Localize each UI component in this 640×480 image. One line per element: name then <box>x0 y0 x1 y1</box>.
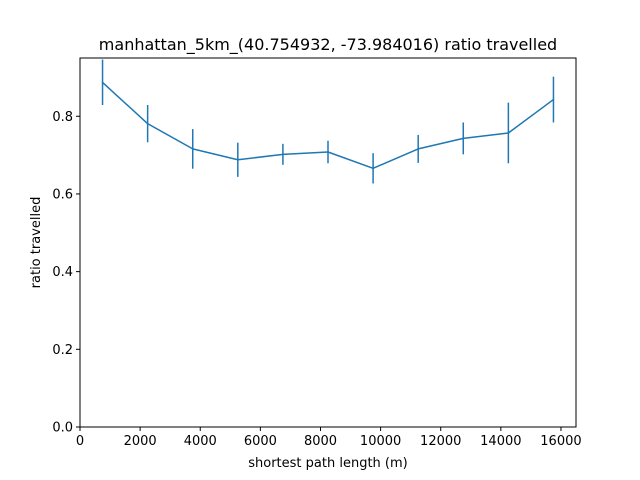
x-tick-label: 0 <box>76 434 84 449</box>
data-point <box>237 158 239 161</box>
y-tick-label: 0.6 <box>52 187 73 202</box>
data-point <box>101 81 104 84</box>
data-point <box>417 148 419 150</box>
x-tick-label: 14000 <box>480 434 521 449</box>
y-tick-label: 0.8 <box>52 110 73 125</box>
y-tick-label: 0.4 <box>52 265 73 280</box>
y-tick-label: 0.2 <box>52 343 73 358</box>
chart-title: manhattan_5km_(40.754932, -73.984016) ra… <box>99 35 557 55</box>
data-point <box>327 151 329 153</box>
x-tick-label: 4000 <box>184 434 217 449</box>
data-point <box>552 98 555 101</box>
x-tick-label: 12000 <box>420 434 461 449</box>
data-point <box>146 122 149 125</box>
data-point <box>462 137 465 140</box>
data-point <box>282 153 284 156</box>
plot-area <box>80 58 576 427</box>
x-tick-label: 16000 <box>540 434 581 449</box>
x-axis-label: shortest path length (m) <box>248 456 407 471</box>
data-point <box>191 148 194 150</box>
x-axis-ticks: 0 2000 4000 6000 8000 10000 12000 14000 16000 <box>76 427 582 449</box>
y-tick-label: 0.0 <box>52 421 73 436</box>
x-tick-label: 6000 <box>244 434 277 449</box>
series-lines <box>101 81 555 170</box>
x-tick-label: 8000 <box>304 434 337 449</box>
data-point <box>507 132 510 134</box>
data-point <box>372 167 374 170</box>
y-axis-ticks: 0.0 0.2 0.4 0.6 0.8 <box>52 110 80 436</box>
x-tick-label: 10000 <box>360 434 401 449</box>
plot-frame <box>79 57 577 428</box>
x-tick-label: 2000 <box>124 434 157 449</box>
y-axis-label: ratio travelled <box>29 197 44 289</box>
